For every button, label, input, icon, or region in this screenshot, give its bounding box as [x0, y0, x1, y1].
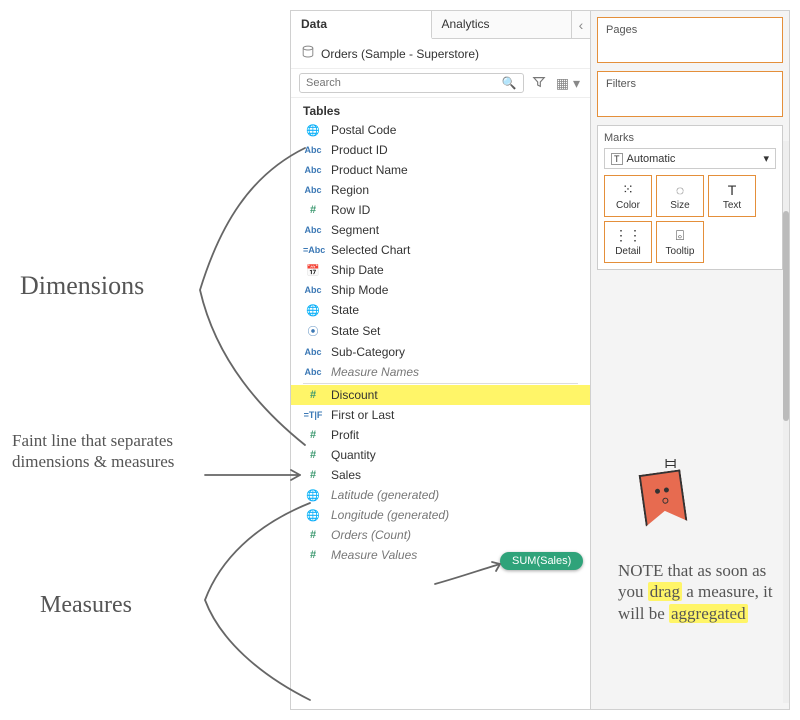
annotation-separator: Faint line that separates dimensions & m…	[12, 430, 242, 473]
detail-icon: ⋮⋮	[614, 227, 642, 244]
marks-type-icon: T	[611, 153, 623, 165]
marks-detail-button[interactable]: ⋮⋮ Detail	[604, 221, 652, 263]
field-label: Segment	[331, 223, 379, 237]
marks-color-button[interactable]: ⁙ Color	[604, 175, 652, 217]
field-label: State Set	[331, 324, 380, 338]
marks-type-value: Automatic	[627, 153, 676, 165]
search-icon: 🔍	[502, 76, 517, 90]
field-row[interactable]: AbcShip Mode	[291, 280, 590, 300]
field-label: Postal Code	[331, 123, 396, 137]
view-mode-icon[interactable]: ▦ ▾	[554, 75, 582, 92]
field-row[interactable]: AbcSub-Category	[291, 342, 590, 362]
field-row[interactable]: #Discount	[291, 385, 590, 405]
database-icon	[301, 45, 315, 62]
field-label: Profit	[331, 428, 359, 442]
shelves-column: Pages Filters Marks T Automatic ▾ ⁙ Color…	[591, 11, 789, 709]
tab-analytics[interactable]: Analytics	[432, 11, 573, 38]
field-row[interactable]: ⦿State Set	[291, 320, 590, 342]
color-icon: ⁙	[622, 181, 634, 198]
field-row[interactable]: =AbcSelected Chart	[291, 240, 590, 260]
field-row[interactable]: AbcRegion	[291, 180, 590, 200]
field-list: 🌐Postal CodeAbcProduct IDAbcProduct Name…	[291, 120, 590, 709]
field-row[interactable]: AbcMeasure Names	[291, 362, 590, 382]
field-row[interactable]: AbcProduct Name	[291, 160, 590, 180]
field-row[interactable]: #Quantity	[291, 445, 590, 465]
collapse-pane-icon[interactable]: ‹	[572, 11, 590, 38]
field-row[interactable]: #Profit	[291, 425, 590, 445]
field-label: State	[331, 303, 359, 317]
field-row[interactable]: #Row ID	[291, 200, 590, 220]
marks-title: Marks	[604, 132, 776, 148]
data-pane: Data Analytics ‹ Orders (Sample - Supers…	[291, 11, 591, 709]
search-input[interactable]	[306, 77, 502, 89]
field-row[interactable]: AbcProduct ID	[291, 140, 590, 160]
field-row[interactable]: 🌐Latitude (generated)	[291, 485, 590, 505]
field-label: Discount	[331, 388, 378, 402]
field-label: Measure Values	[331, 548, 417, 562]
search-row: 🔍 ▦ ▾	[291, 69, 590, 98]
field-label: Product ID	[331, 143, 388, 157]
field-label: Ship Mode	[331, 283, 388, 297]
marks-btn-label: Color	[616, 200, 640, 211]
field-label: Region	[331, 183, 369, 197]
field-label: Latitude (generated)	[331, 488, 439, 502]
filter-icon[interactable]	[530, 75, 548, 92]
field-label: Sales	[331, 468, 361, 482]
field-row[interactable]: 🌐Longitude (generated)	[291, 505, 590, 525]
annotation-measures: Measures	[40, 590, 132, 620]
text-icon: T	[728, 182, 737, 198]
filters-shelf[interactable]: Filters	[597, 71, 783, 117]
marks-btn-label: Text	[723, 200, 741, 211]
filters-shelf-label: Filters	[606, 78, 774, 90]
annotation-dimensions: Dimensions	[20, 270, 144, 303]
marks-type-select[interactable]: T Automatic ▾	[604, 148, 776, 169]
field-label: Ship Date	[331, 263, 384, 277]
marks-btn-label: Tooltip	[666, 246, 695, 257]
field-row[interactable]: #Sales	[291, 465, 590, 485]
drag-arrow	[430, 562, 510, 592]
data-source-row[interactable]: Orders (Sample - Superstore)	[291, 39, 590, 69]
drag-pill[interactable]: SUM(Sales)	[500, 552, 583, 570]
search-input-wrap: 🔍	[299, 73, 524, 93]
size-icon: ◌	[676, 182, 684, 198]
marks-btn-label: Detail	[615, 246, 641, 257]
marks-buttons: ⁙ Color ◌ Size T Text ⋮⋮ Detail ⌻ Tooltip	[604, 175, 776, 263]
field-row[interactable]: 🌐State	[291, 300, 590, 320]
marks-card: Marks T Automatic ▾ ⁙ Color ◌ Size T Text ⋮⋮ De…	[597, 125, 783, 270]
tables-header: Tables	[291, 98, 590, 120]
pane-tabs: Data Analytics ‹	[291, 11, 590, 39]
field-row[interactable]: #Orders (Count)	[291, 525, 590, 545]
marks-btn-label: Size	[670, 200, 689, 211]
field-row[interactable]: =T|FFirst or Last	[291, 405, 590, 425]
field-label: Longitude (generated)	[331, 508, 449, 522]
tableau-window: Data Analytics ‹ Orders (Sample - Supers…	[290, 10, 790, 710]
field-label: Orders (Count)	[331, 528, 411, 542]
field-row[interactable]: 📅Ship Date	[291, 260, 590, 280]
marks-tooltip-button[interactable]: ⌻ Tooltip	[656, 221, 704, 263]
data-source-name: Orders (Sample - Superstore)	[321, 47, 479, 61]
field-label: Sub-Category	[331, 345, 405, 359]
field-label: First or Last	[331, 408, 394, 422]
tab-data[interactable]: Data	[291, 11, 432, 39]
pages-shelf[interactable]: Pages	[597, 17, 783, 63]
marks-size-button[interactable]: ◌ Size	[656, 175, 704, 217]
field-row[interactable]: AbcSegment	[291, 220, 590, 240]
field-label: Quantity	[331, 448, 376, 462]
field-label: Measure Names	[331, 365, 419, 379]
pages-shelf-label: Pages	[606, 24, 774, 36]
marks-text-button[interactable]: T Text	[708, 175, 756, 217]
field-label: Selected Chart	[331, 243, 410, 257]
field-label: Row ID	[331, 203, 370, 217]
field-label: Product Name	[331, 163, 408, 177]
chevron-down-icon: ▾	[763, 152, 769, 165]
tooltip-icon: ⌻	[676, 227, 684, 244]
scrollbar-thumb[interactable]	[783, 211, 789, 421]
field-row[interactable]: 🌐Postal Code	[291, 120, 590, 140]
dim-measure-separator	[303, 383, 578, 384]
